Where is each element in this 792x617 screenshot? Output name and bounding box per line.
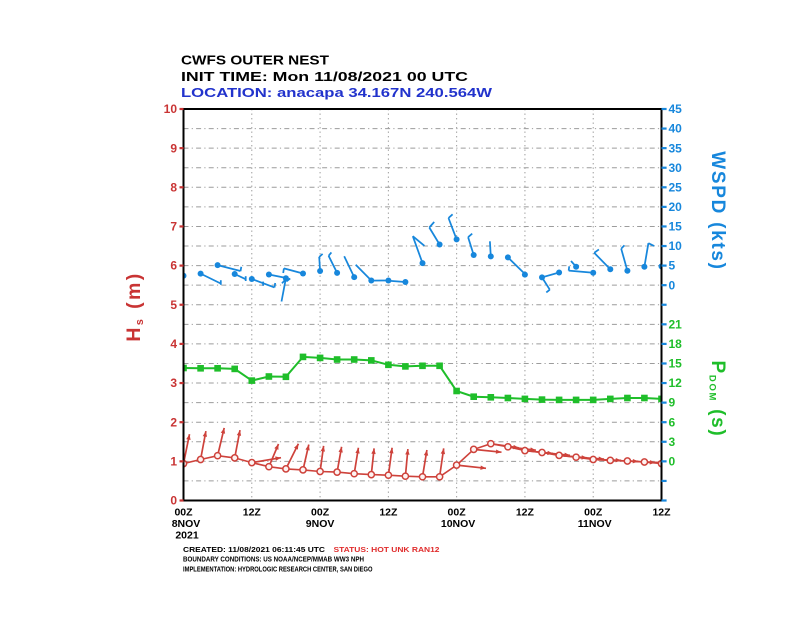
- svg-text:9NOV: 9NOV: [306, 518, 335, 530]
- svg-text:3: 3: [669, 435, 676, 449]
- svg-text:8: 8: [170, 180, 177, 194]
- svg-text:25: 25: [669, 180, 683, 194]
- svg-text:CREATED: 11/08/2021 06:11:45 U: CREATED: 11/08/2021 06:11:45 UTC: [183, 545, 326, 554]
- svg-text:5: 5: [170, 298, 177, 312]
- svg-text:00Z: 00Z: [311, 507, 330, 519]
- svg-text:6: 6: [170, 259, 177, 273]
- svg-text:00Z: 00Z: [584, 507, 603, 519]
- svg-text:STATUS: HOT UNK RAN12: STATUS: HOT UNK RAN12: [334, 545, 440, 554]
- svg-text:2: 2: [170, 415, 177, 429]
- svg-text:9: 9: [170, 141, 177, 155]
- svg-text:0: 0: [170, 494, 177, 508]
- svg-text:35: 35: [669, 141, 683, 155]
- svg-text:12: 12: [669, 376, 683, 390]
- svg-text:6: 6: [669, 415, 676, 429]
- svg-text:12Z: 12Z: [516, 507, 535, 519]
- svg-text:45: 45: [669, 102, 683, 116]
- svg-text:10: 10: [669, 239, 683, 253]
- svg-text:2021: 2021: [175, 530, 199, 542]
- svg-text:0: 0: [669, 278, 676, 292]
- svg-text:30: 30: [669, 161, 683, 175]
- svg-text:IMPLEMENTATION: HYDROLOGIC RES: IMPLEMENTATION: HYDROLOGIC RESEARCH CENT…: [183, 564, 373, 573]
- svg-text:WSPD (kts): WSPD (kts): [707, 151, 728, 270]
- svg-text:9: 9: [669, 396, 676, 410]
- svg-text:18: 18: [669, 337, 683, 351]
- svg-text:CWFS OUTER NEST: CWFS OUTER NEST: [181, 53, 329, 68]
- svg-text:0: 0: [669, 454, 676, 468]
- svg-text:12Z: 12Z: [379, 507, 398, 519]
- svg-text:15: 15: [669, 357, 683, 371]
- svg-text:Hs (m): Hs (m): [123, 271, 146, 341]
- svg-text:12Z: 12Z: [243, 507, 262, 519]
- svg-text:12Z: 12Z: [652, 507, 671, 519]
- svg-text:15: 15: [669, 220, 683, 234]
- svg-text:00Z: 00Z: [448, 507, 467, 519]
- svg-text:10: 10: [164, 102, 178, 116]
- svg-text:1: 1: [170, 454, 177, 468]
- svg-text:3: 3: [170, 376, 177, 390]
- svg-text:5: 5: [669, 259, 676, 273]
- svg-text:4: 4: [170, 337, 177, 351]
- svg-text:21: 21: [669, 317, 683, 331]
- svg-text:11NOV: 11NOV: [578, 518, 612, 530]
- svg-text:8NOV: 8NOV: [172, 518, 201, 530]
- svg-text:7: 7: [170, 220, 177, 234]
- svg-text:20: 20: [669, 200, 683, 214]
- svg-text:40: 40: [669, 122, 683, 136]
- svg-text:10NOV: 10NOV: [441, 518, 475, 530]
- svg-text:LOCATION: anacapa 34.167N 240.: LOCATION: anacapa 34.167N 240.564W: [181, 85, 493, 100]
- svg-text:INIT TIME: Mon 11/08/2021 00 U: INIT TIME: Mon 11/08/2021 00 UTC: [181, 69, 469, 84]
- svg-text:00Z: 00Z: [174, 507, 193, 519]
- svg-text:BOUNDARY CONDITIONS: US NOAA/N: BOUNDARY CONDITIONS: US NOAA/NCEP/MMAB W…: [183, 555, 364, 564]
